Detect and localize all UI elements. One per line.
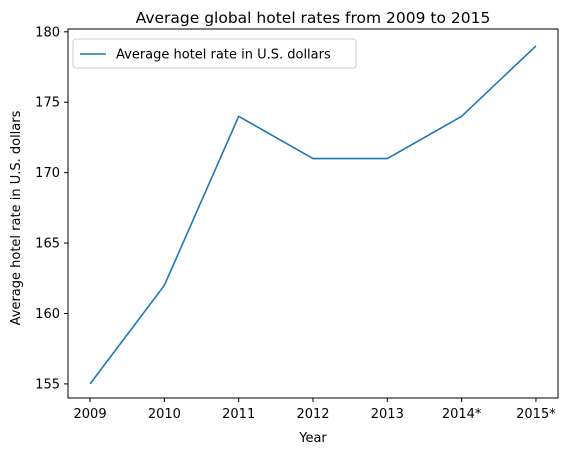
- y-tick-label: 155: [35, 377, 60, 392]
- x-tick-label: 2014*: [442, 407, 482, 422]
- x-tick-label: 2013: [371, 407, 404, 422]
- x-tick-label: 2015*: [516, 407, 556, 422]
- y-axis-label: Average hotel rate in U.S. dollars: [9, 110, 24, 325]
- plot-area: [67, 28, 559, 399]
- y-tick-label: 165: [35, 237, 60, 252]
- x-axis-label: Year: [298, 431, 327, 446]
- y-tick-label: 160: [35, 307, 60, 322]
- x-tick-label: 2011: [222, 407, 255, 422]
- chart-title: Average global hotel rates from 2009 to …: [136, 9, 491, 27]
- x-tick-label: 2009: [74, 407, 107, 422]
- legend-box: [72, 38, 357, 69]
- x-tick-label: 2010: [148, 407, 181, 422]
- plot-frame: [67, 28, 559, 399]
- legend-label: Average hotel rate in U.S. dollars: [116, 48, 331, 63]
- y-tick-label: 170: [35, 166, 60, 181]
- x-tick-label: 2012: [296, 407, 329, 422]
- y-tick-label: 175: [35, 96, 60, 111]
- x-axis-ticks: 2009 2010 2011 2012 2013 2014* 2015*: [74, 398, 556, 422]
- legend: Average hotel rate in U.S. dollars: [72, 38, 357, 69]
- y-tick-label: 180: [35, 25, 60, 40]
- series-line: [89, 45, 537, 385]
- y-axis-ticks: 155 160 165 170 175 180: [35, 25, 68, 392]
